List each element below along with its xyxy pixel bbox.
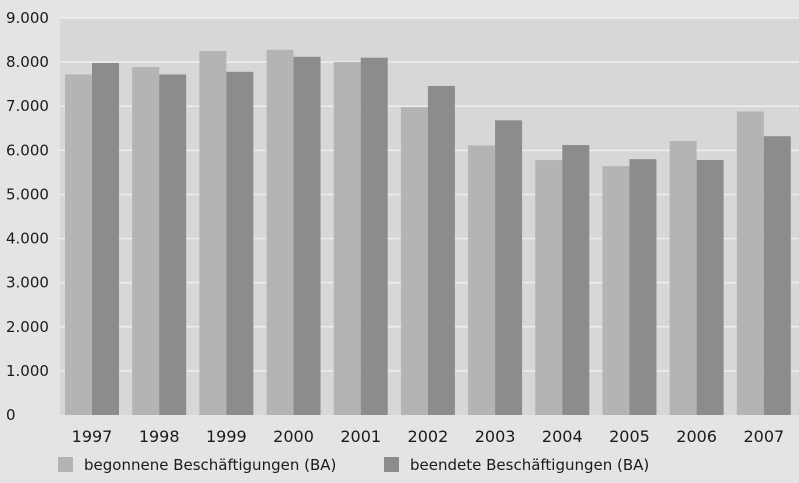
y-tick-label: 3.000	[6, 274, 49, 292]
bar-begonnene-2004	[535, 160, 563, 415]
x-tick-label: 1998	[139, 427, 180, 446]
bar-beendete-2006	[696, 160, 724, 415]
x-tick-label: 1997	[72, 427, 113, 446]
bar-beendete-1999	[226, 71, 254, 415]
x-tick-label: 2007	[743, 427, 784, 446]
y-tick-label: 0	[6, 406, 16, 424]
bar-beendete-2004	[562, 145, 590, 416]
y-tick-label: 8.000	[6, 53, 49, 71]
bar-begonnene-1999	[199, 51, 227, 415]
bar-beendete-2003	[495, 120, 523, 416]
legend-label: beendete Beschäftigungen (BA)	[410, 456, 649, 474]
bar-begonnene-2005	[602, 166, 630, 415]
bar-beendete-2005	[629, 159, 657, 415]
x-tick-label: 2001	[340, 427, 381, 446]
bar-begonnene-2001	[333, 62, 361, 415]
legend-swatch	[58, 457, 73, 472]
x-tick-label: 2000	[273, 427, 314, 446]
bar-begonnene-1998	[132, 66, 160, 416]
y-tick-label: 2.000	[6, 318, 49, 336]
legend-label: begonnene Beschäftigungen (BA)	[84, 456, 336, 474]
y-axis-tick-labels: 0 1.000 2.000 3.000 4.000 5.000 6.000 7.000 8.00…	[6, 9, 49, 424]
x-tick-label: 1999	[206, 427, 247, 446]
bar-begonnene-2000	[266, 49, 294, 415]
y-tick-label: 6.000	[6, 141, 49, 159]
y-tick-label: 5.000	[6, 185, 49, 203]
bar-beendete-1997	[92, 62, 119, 415]
bar-begonnene-2003	[468, 145, 496, 415]
x-tick-label: 2002	[408, 427, 449, 446]
bar-begonnene-1997	[65, 74, 92, 415]
bar-begonnene-2006	[669, 141, 697, 415]
bars	[65, 49, 791, 416]
bar-beendete-2001	[360, 57, 388, 415]
y-tick-label: 7.000	[6, 97, 49, 115]
y-tick-label: 9.000	[6, 9, 49, 27]
x-tick-label: 2005	[609, 427, 650, 446]
y-tick-label: 4.000	[6, 230, 49, 248]
bar-begonnene-2002	[400, 107, 428, 416]
x-tick-label: 2006	[676, 427, 717, 446]
x-tick-label: 2003	[475, 427, 516, 446]
x-tick-label: 2004	[542, 427, 583, 446]
legend-swatch	[384, 457, 399, 472]
bar-begonnene-2007	[736, 111, 764, 415]
x-axis-tick-labels: 1997 1998 1999 2000 2001 2002 2003 2004 2005 2006…	[72, 427, 785, 446]
bar-beendete-2007	[763, 136, 791, 415]
legend: begonnene Beschäftigungen (BA) beendete B…	[58, 456, 649, 474]
bar-beendete-2002	[427, 85, 455, 415]
bar-beendete-2000	[293, 56, 321, 415]
y-tick-label: 1.000	[6, 362, 49, 380]
bar-beendete-1998	[159, 74, 187, 415]
